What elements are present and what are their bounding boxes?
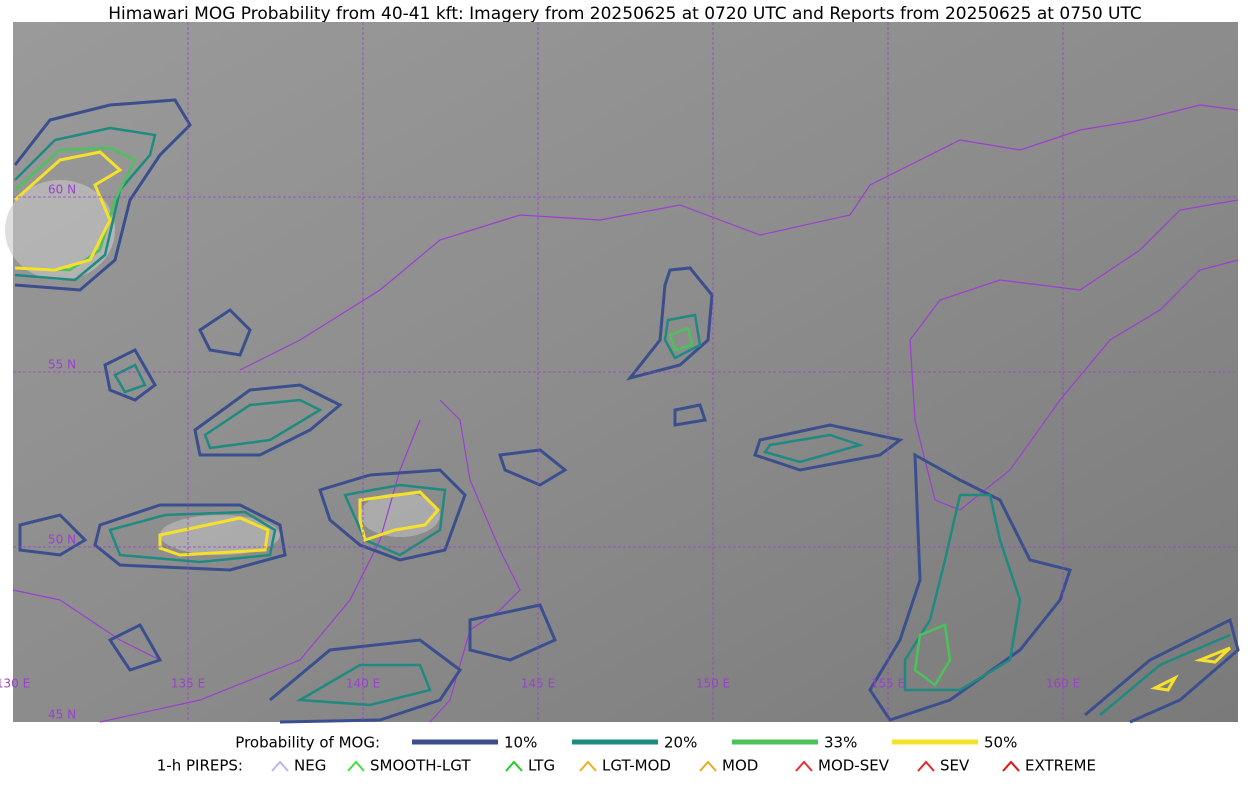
cloud <box>160 515 280 555</box>
lon-label: 160 E <box>1046 677 1080 691</box>
legend-label: 10% <box>504 734 537 752</box>
title: Himawari MOG Probability from 40-41 kft:… <box>108 4 1142 24</box>
legend-label: EXTREME <box>1025 757 1096 775</box>
legend-label: SMOOTH-LGT <box>370 757 471 775</box>
legend-symbol <box>1002 760 1020 772</box>
lat-label: 45 N <box>48 708 76 722</box>
legend-symbol <box>917 760 935 772</box>
coastlines <box>12 104 1239 723</box>
lat-label: 60 N <box>48 183 76 197</box>
legend-label: LTG <box>528 757 555 775</box>
lon-label: 130 E <box>0 677 30 691</box>
lon-label: 155 E <box>871 677 905 691</box>
lat-label: 50 N <box>48 533 76 547</box>
lat-label: 55 N <box>48 358 76 372</box>
legend-symbol <box>579 760 597 772</box>
legend-title: Probability of MOG: <box>235 734 380 752</box>
cloud <box>5 180 115 280</box>
legend-symbol <box>505 760 523 772</box>
probability-contours <box>13 98 1240 724</box>
lon-label: 135 E <box>171 677 205 691</box>
graticule: 60 N 55 N 50 N 45 N 130 E 135 E 140 E 145 E 150 … <box>0 22 1238 722</box>
legend-label: 20% <box>664 734 697 752</box>
legend-symbol <box>795 760 813 772</box>
legend-label: MOD-SEV <box>818 757 890 775</box>
legend-symbol <box>699 760 717 772</box>
map: 60 N 55 N 50 N 45 N 130 E 135 E 140 E 145 E 150 … <box>0 22 1240 724</box>
legend: Probability of MOG: 10% 20% 33% 50% 1-h PIREP… <box>157 734 1096 775</box>
legend-label: 33% <box>824 734 857 752</box>
legend-label: LGT-MOD <box>602 757 671 775</box>
legend-label: MOD <box>722 757 758 775</box>
legend-label: SEV <box>940 757 970 775</box>
legend-label: NEG <box>294 757 326 775</box>
lon-label: 140 E <box>346 677 380 691</box>
legend-symbol <box>347 760 365 772</box>
legend-title: 1-h PIREPS: <box>157 757 243 775</box>
legend-symbol <box>271 760 289 772</box>
lon-label: 145 E <box>521 677 555 691</box>
lon-label: 150 E <box>696 677 730 691</box>
legend-label: 50% <box>984 734 1017 752</box>
